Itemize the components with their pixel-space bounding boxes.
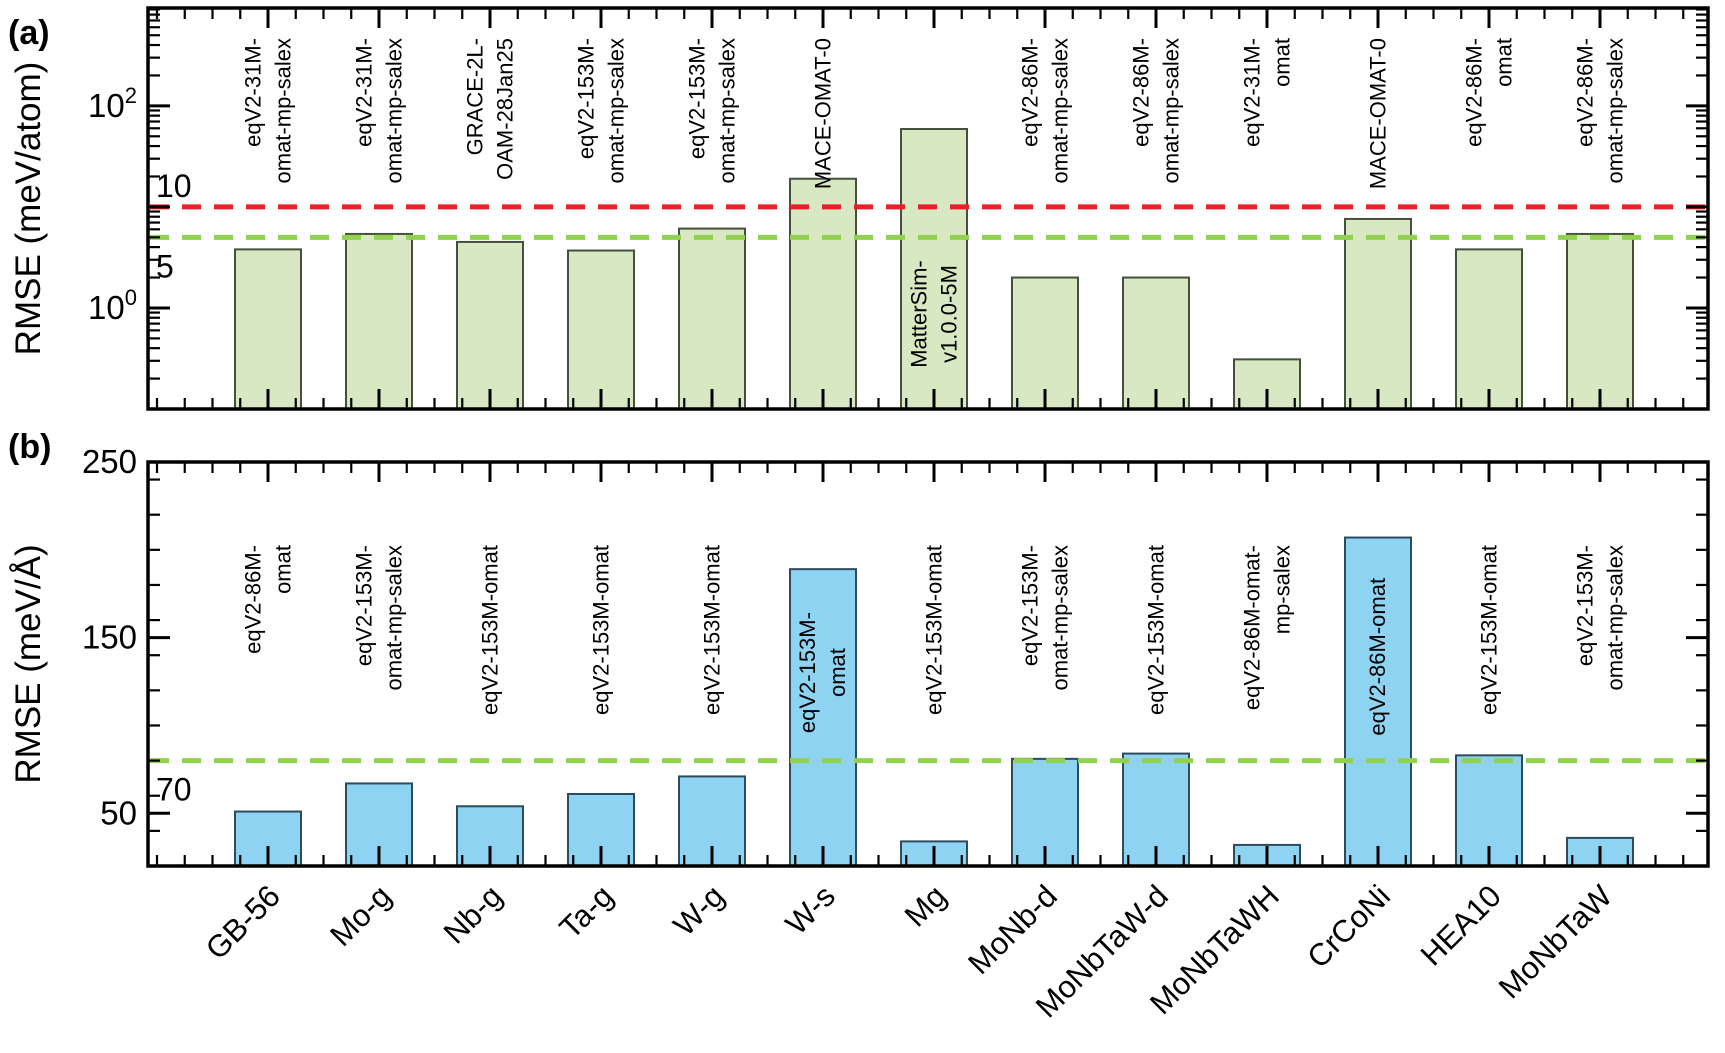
bar-label-a-Mg: MatterSim- — [906, 260, 931, 368]
bar-label-a-HEA10: omat — [1491, 38, 1516, 87]
bar-label-b-W-g: eqV2-153M-omat — [699, 545, 724, 715]
bar-b-Ta-g — [567, 792, 635, 867]
bar-label-b-Mo-g: eqV2-153M- — [351, 545, 376, 666]
y-tick-label-a: 100 — [88, 285, 137, 326]
bar-label-b-GB-56: omat — [270, 545, 295, 594]
bar-label-b-HEA10: eqV2-153M-omat — [1476, 545, 1501, 715]
bar-label-a-MoNbTaW-d: eqV2-86M- — [1128, 38, 1153, 147]
bar-a-W-g — [678, 227, 746, 410]
bar-b-W-s — [789, 568, 857, 867]
y-axis-label-b: RMSE (meV/Å) — [9, 544, 48, 783]
panel-b-frame — [146, 460, 1710, 868]
bar-label-b-MoNb-d: omat-mp-salex — [1047, 545, 1072, 690]
bar-label-a-MoNbTaW: eqV2-86M- — [1572, 38, 1597, 147]
panel-tag-a: (a) — [8, 14, 50, 52]
bar-a-GB-56 — [234, 248, 302, 410]
bar-b-CrCoNi — [1344, 536, 1412, 868]
bar-label-a-MoNbTaWH: eqV2-31M- — [1239, 38, 1264, 147]
bar-a-MoNbTaW-d — [1122, 276, 1190, 410]
bar-label-a-MoNb-d: eqV2-86M- — [1017, 38, 1042, 147]
bar-label-a-MoNbTaWH: omat — [1269, 38, 1294, 87]
bar-label-a-MoNbTaW-d: omat-mp-salex — [1158, 38, 1183, 183]
y-axis-label-a: RMSE (meV/atom) — [9, 62, 48, 356]
y-tick-label-b: 50 — [100, 794, 137, 831]
bar-a-CrCoNi — [1344, 217, 1412, 410]
y-tick-label-b: 250 — [82, 443, 137, 480]
panel-a-frame — [146, 6, 1710, 411]
bar-a-Nb-g — [456, 240, 524, 410]
bar-label-a-Nb-g: GRACE-2L- — [462, 38, 487, 155]
bar-label-a-Mo-g: omat-mp-salex — [381, 38, 406, 183]
bar-a-Mg — [900, 128, 968, 410]
bar-label-b-MoNbTaW: eqV2-153M- — [1572, 545, 1597, 666]
y-tick-label-b: 150 — [82, 619, 137, 656]
bar-label-b-Mo-g: omat-mp-salex — [381, 545, 406, 690]
bar-label-b-Ta-g: eqV2-153M-omat — [588, 545, 613, 715]
bar-label-b-W-s: omat — [825, 648, 850, 697]
bar-label-b-Nb-g: eqV2-153M-omat — [477, 545, 502, 715]
bar-label-b-CrCoNi: eqV2-86M-omat — [1365, 578, 1390, 736]
bar-a-Ta-g — [567, 249, 635, 410]
bar-label-a-W-g: omat-mp-salex — [714, 38, 739, 183]
bar-label-a-MoNbTaW: omat-mp-salex — [1602, 38, 1627, 183]
bar-label-a-GB-56: eqV2-31M- — [240, 38, 265, 147]
bar-label-b-MoNbTaW: omat-mp-salex — [1602, 545, 1627, 690]
bar-label-a-MoNb-d: omat-mp-salex — [1047, 38, 1072, 183]
bar-a-Mo-g — [345, 232, 413, 410]
threshold-label-a-10: 10 — [156, 168, 192, 204]
panel-tag-b: (b) — [8, 428, 51, 466]
bar-label-a-Mo-g: eqV2-31M- — [351, 38, 376, 147]
threshold-label-b-70: 70 — [156, 772, 192, 808]
bar-a-HEA10 — [1455, 248, 1523, 410]
bar-label-a-GB-56: omat-mp-salex — [270, 38, 295, 183]
bar-label-b-MoNb-d: eqV2-153M- — [1017, 545, 1042, 666]
bar-label-a-CrCoNi: MACE-OMAT-0 — [1365, 38, 1390, 189]
bar-label-b-W-s: eqV2-153M- — [795, 612, 820, 733]
bar-label-a-Mg: v1.0.0-5M — [936, 265, 961, 363]
bar-a-W-s — [789, 177, 857, 410]
bar-a-MoNb-d — [1011, 276, 1079, 410]
y-tick-label-a: 102 — [88, 83, 137, 124]
bar-label-b-MoNbTaW-d: eqV2-153M-omat — [1143, 545, 1168, 715]
bar-label-a-Ta-g: omat-mp-salex — [603, 38, 628, 183]
bar-label-a-W-s: MACE-OMAT-0 — [810, 38, 835, 189]
bar-label-a-Nb-g: OAM-28Jan25 — [492, 38, 517, 180]
bar-label-b-Mg: eqV2-153M-omat — [921, 545, 946, 715]
bar-a-MoNbTaW — [1566, 232, 1634, 410]
bar-label-b-MoNbTaWH: eqV2-86M-omat- — [1239, 545, 1264, 710]
bar-label-a-Ta-g: eqV2-153M- — [573, 38, 598, 159]
threshold-label-a-5: 5 — [156, 248, 174, 284]
bar-label-a-W-g: eqV2-153M- — [684, 38, 709, 159]
bar-label-b-MoNbTaWH: mp-salex — [1269, 545, 1294, 634]
bar-label-a-HEA10: eqV2-86M- — [1461, 38, 1486, 147]
bar-label-b-GB-56: eqV2-86M- — [240, 545, 265, 654]
